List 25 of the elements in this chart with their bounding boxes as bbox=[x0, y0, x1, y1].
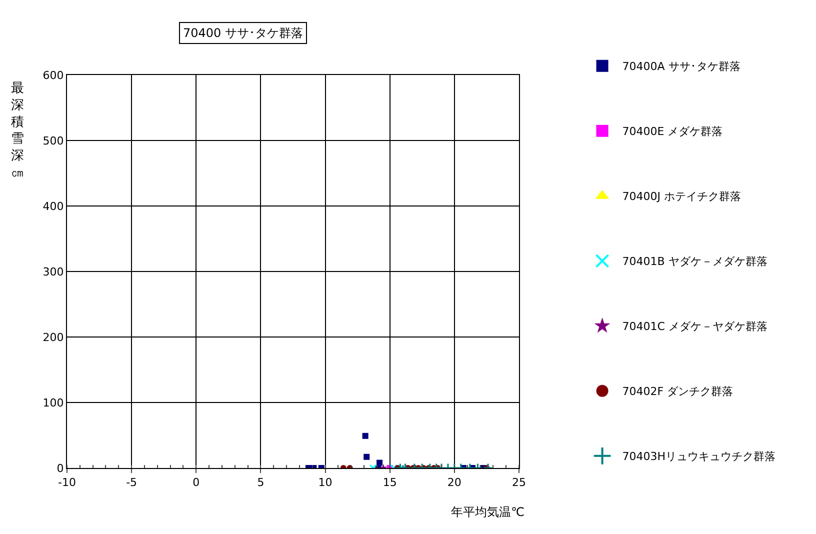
legend-label: 70400A ササ･タケ群落 bbox=[622, 60, 740, 74]
y-tick-label: 200 bbox=[42, 330, 64, 344]
x-tick-label: -5 bbox=[126, 476, 138, 490]
x-tick-label: 20 bbox=[447, 476, 462, 490]
x-tick-label: 15 bbox=[382, 476, 397, 490]
legend-label: 70401C メダケ－ヤダケ群落 bbox=[622, 320, 768, 334]
legend-label: 70401B ヤダケ－メダケ群落 bbox=[622, 255, 768, 268]
x-tick-label: 25 bbox=[512, 476, 526, 490]
x-tick-label: 10 bbox=[318, 476, 332, 490]
y-tick-label: 600 bbox=[42, 68, 64, 82]
x-tick-label: 0 bbox=[192, 476, 200, 490]
legend-label: 70403Hリュウキュウチク群落 bbox=[622, 450, 776, 464]
y-tick-label: 500 bbox=[42, 134, 64, 148]
x-tick-label: 5 bbox=[257, 476, 264, 490]
y-tick-label: 0 bbox=[56, 462, 64, 475]
y-tick-label: 300 bbox=[42, 265, 64, 278]
legend-label: 70400E メダケ群落 bbox=[622, 125, 723, 138]
x-axis-title: 年平均気温℃ bbox=[451, 505, 524, 519]
y-axis-title: 最深積雪深㎝ bbox=[11, 81, 24, 180]
chart-title: 70400 ササ･タケ群落 bbox=[183, 26, 303, 40]
y-tick-label: 400 bbox=[42, 200, 64, 213]
x-tick-label: -10 bbox=[58, 476, 76, 490]
legend-label: 70400J ホテイチク群落 bbox=[622, 190, 742, 204]
y-tick-label: 100 bbox=[42, 396, 64, 410]
legend-label: 70402F ダンチク群落 bbox=[622, 385, 734, 398]
